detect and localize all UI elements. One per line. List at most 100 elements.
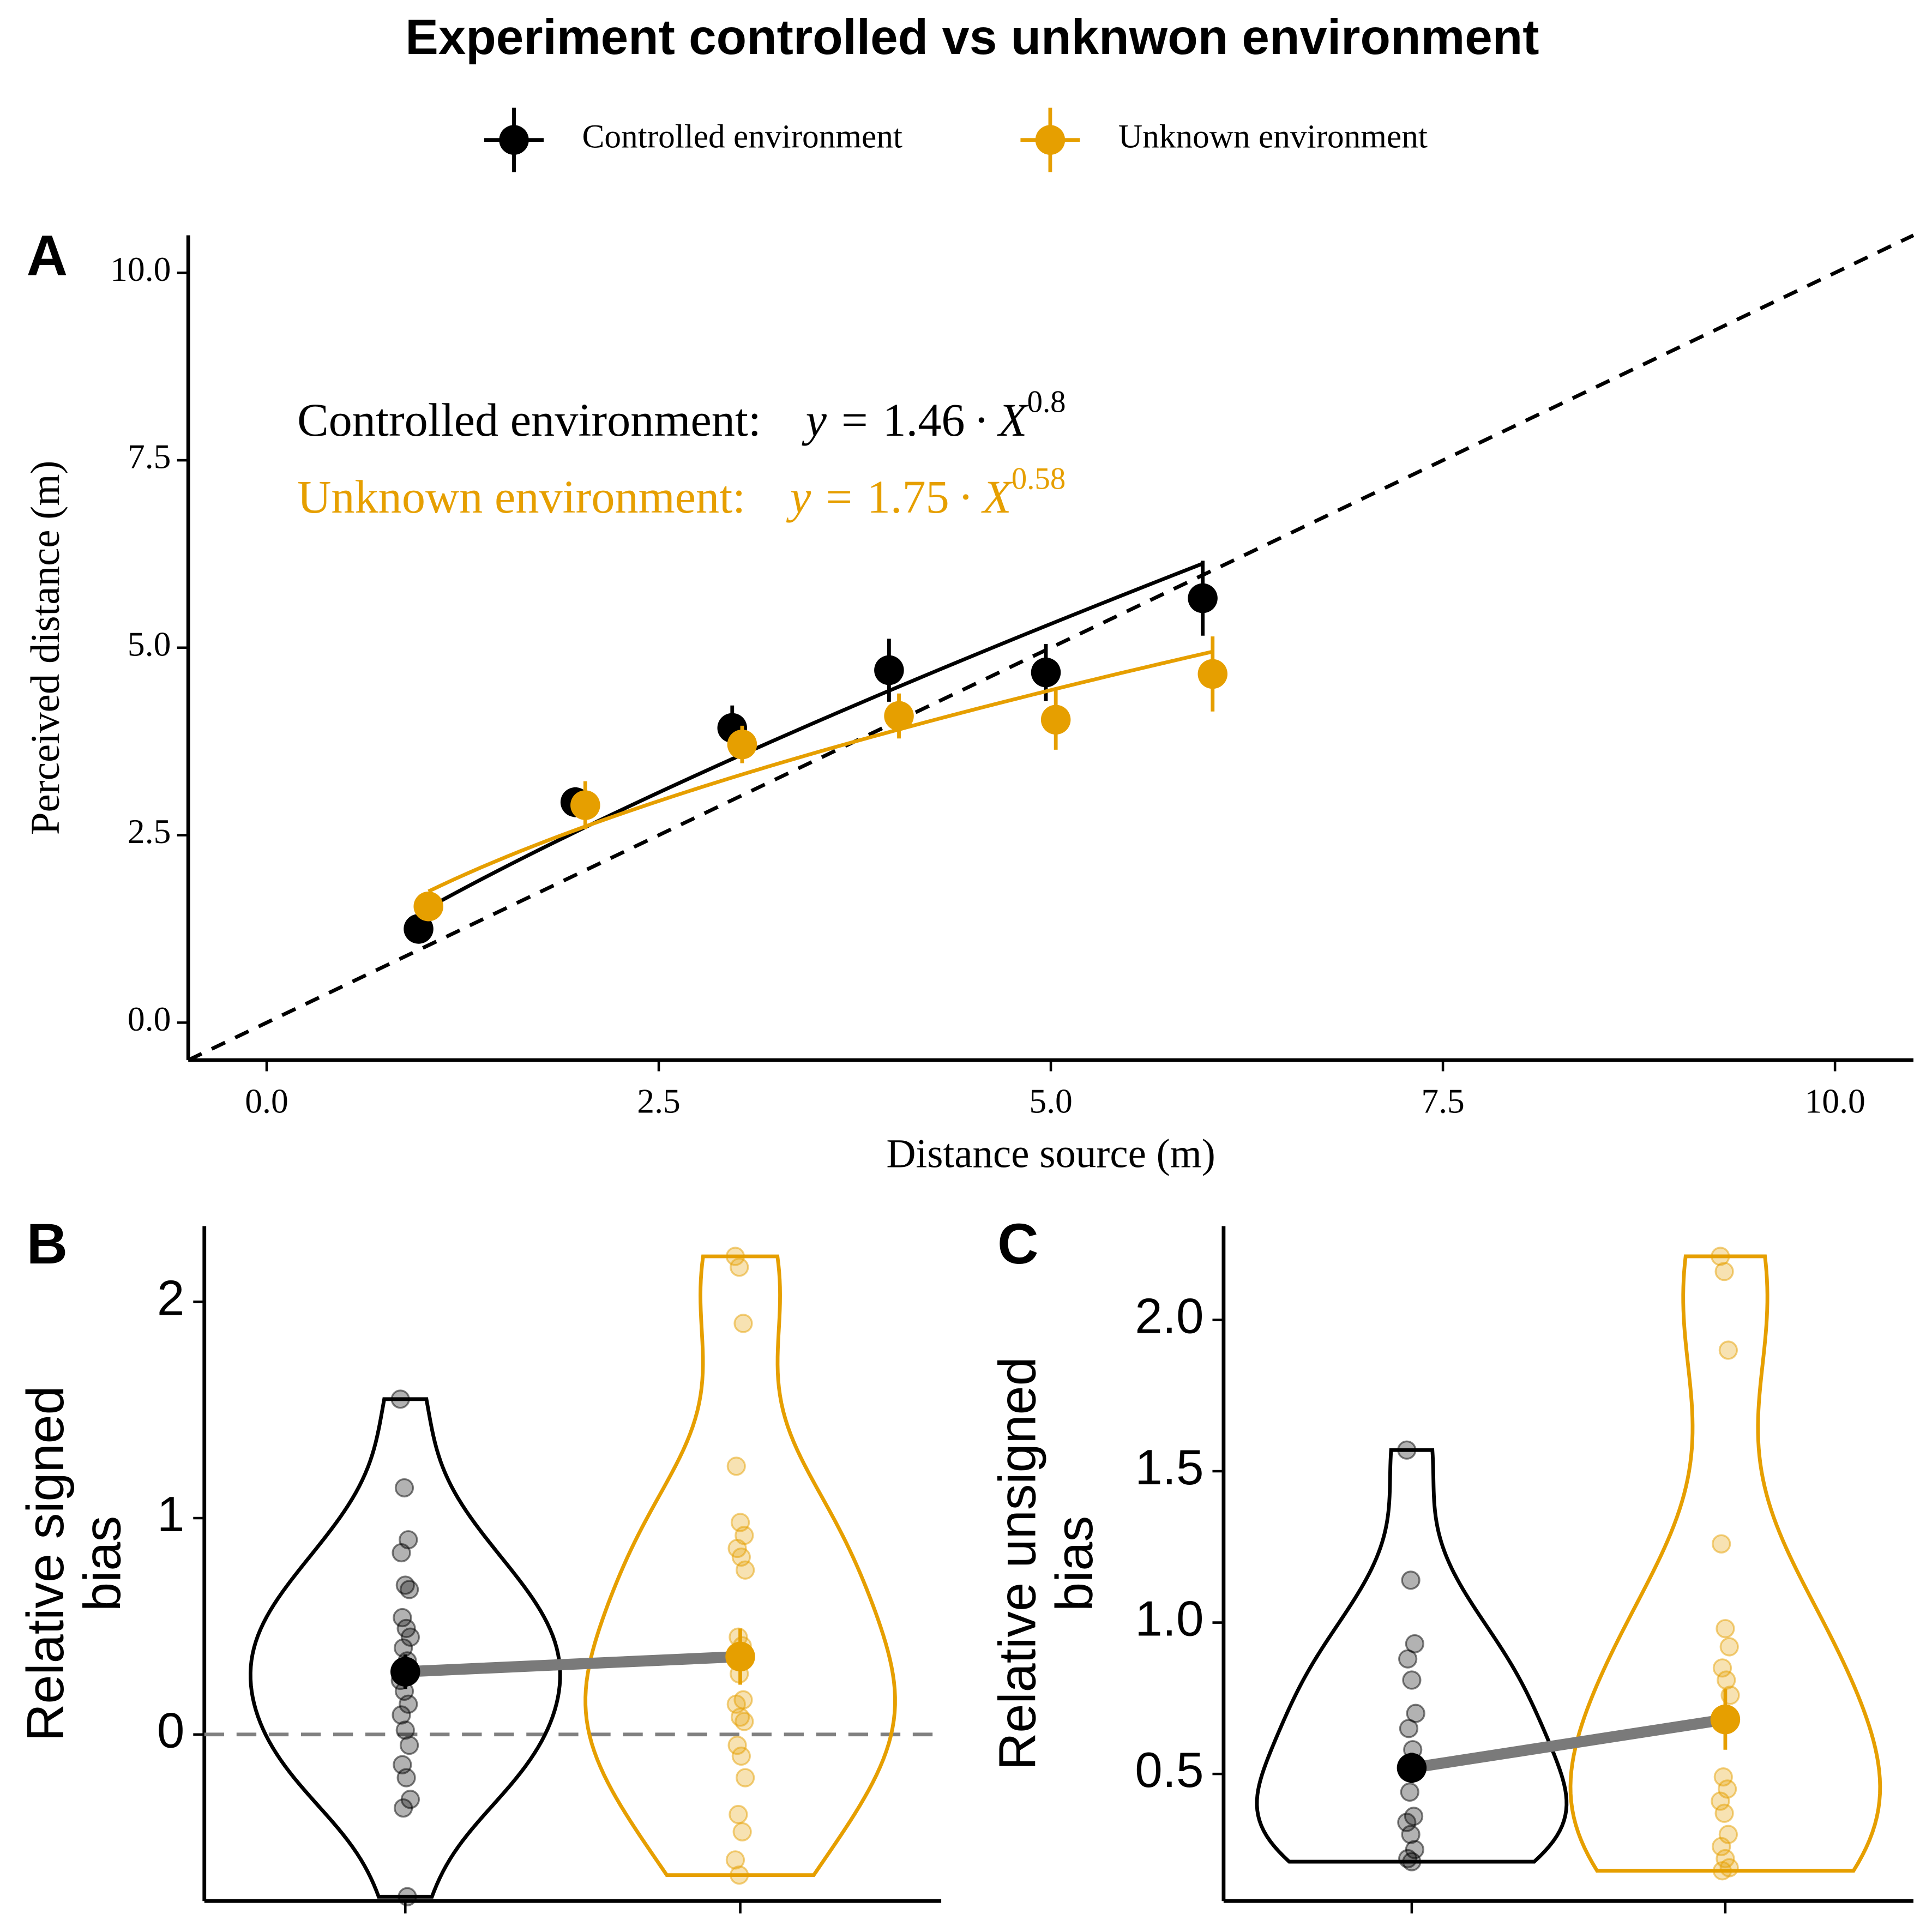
equation-lhs: y = (786, 471, 854, 523)
point (1712, 1861, 1732, 1881)
point (1717, 1670, 1736, 1690)
point (399, 1694, 418, 1714)
y-axis-title: Relative unsignedbias (989, 1357, 1104, 1770)
identity-line (187, 233, 1915, 1062)
point (726, 1456, 746, 1476)
y-tick-label: 0 (157, 1704, 185, 1759)
point (394, 1478, 414, 1498)
mean-point (390, 1657, 420, 1687)
point (725, 1247, 745, 1266)
point (1718, 1340, 1738, 1360)
equation-exp: 0.58 (1012, 462, 1066, 496)
point (396, 1768, 416, 1787)
x-tick-label: 7.5 (1421, 1081, 1464, 1120)
equation-lhs: y = (802, 394, 870, 446)
point (731, 1746, 751, 1766)
y-tick-label: 1.5 (1135, 1440, 1203, 1495)
y-tick-label: 7.5 (128, 437, 171, 476)
point (1400, 1782, 1419, 1802)
equation-label: Controlled environment: (297, 394, 761, 446)
equation-label: Unknown environment: (297, 471, 745, 523)
y-axis-title-line: bias (1046, 1516, 1104, 1611)
y-tick-label: 2.5 (128, 812, 171, 851)
y-axis-title-line: Relative unsigned (989, 1357, 1047, 1770)
equation-op: · X (975, 394, 1029, 446)
point (399, 1580, 419, 1599)
point (1401, 1570, 1421, 1590)
legend-key (499, 125, 529, 155)
violin (248, 1397, 562, 1899)
point (730, 1865, 749, 1885)
y-tick-label: 1.0 (1135, 1592, 1203, 1647)
point (1401, 1825, 1421, 1844)
x-axis-title: Distance source (m) (886, 1131, 1215, 1177)
y-tick-label: 5.0 (128, 624, 171, 663)
point (727, 729, 757, 760)
equation-coef: 1.46 (883, 394, 965, 446)
violin (1255, 1448, 1569, 1864)
y-tick-label: 0.0 (128, 1000, 171, 1038)
mean-connector (1411, 1714, 1726, 1774)
point (1188, 583, 1218, 613)
point (725, 1850, 745, 1870)
x-tick-label: 2.5 (637, 1081, 680, 1120)
point (1398, 1649, 1418, 1669)
point (874, 655, 904, 685)
equation-op: · X (959, 471, 1013, 523)
point (570, 790, 600, 820)
point (1714, 1262, 1734, 1281)
y-axis-title: Relative signedbias (17, 1386, 131, 1741)
y-axis-title-line: Relative signed (17, 1386, 75, 1741)
point (735, 1712, 754, 1731)
point (404, 914, 434, 944)
point (1399, 1719, 1419, 1738)
point (736, 1768, 755, 1787)
point (393, 1608, 412, 1628)
y-axis-title: Perceived distance (m) (23, 461, 68, 835)
equation: Controlled environment: y = 1.46 · X0.8 (297, 385, 1066, 446)
point (1040, 705, 1071, 735)
point (733, 1314, 753, 1333)
legend-label: Unknown environment (1118, 118, 1428, 155)
violin (583, 1254, 897, 1877)
chart-title: Experiment controlled vs unknwon environ… (405, 10, 1539, 65)
violin (1568, 1254, 1882, 1873)
point (1402, 1670, 1422, 1690)
x-tick-label: 0.0 (245, 1081, 288, 1120)
point (727, 1735, 747, 1755)
point (1402, 1852, 1422, 1871)
point (1712, 1534, 1731, 1554)
mean-point (1710, 1704, 1741, 1735)
point (390, 1389, 410, 1409)
point (732, 1822, 752, 1841)
equation: Unknown environment: y = 1.75 · X0.58 (297, 462, 1066, 523)
point (1197, 659, 1228, 689)
point (399, 1735, 419, 1755)
mean-point (1397, 1753, 1427, 1783)
mean-point (725, 1641, 755, 1672)
x-tick-label: 10.0 (1804, 1081, 1865, 1120)
fit-curve (428, 649, 1213, 893)
point (1711, 1247, 1730, 1266)
y-tick-label: 0.5 (1135, 1743, 1203, 1798)
panel-label: A (27, 224, 68, 288)
fit-curve (417, 562, 1203, 915)
legend-label: Controlled environment (582, 118, 902, 155)
panel-label: C (997, 1212, 1038, 1276)
point (395, 1720, 415, 1740)
equation-coef: 1.75 (867, 471, 949, 523)
point (413, 891, 443, 922)
y-tick-label: 1 (157, 1487, 185, 1542)
point (1719, 1637, 1739, 1657)
panel-label: B (27, 1212, 68, 1276)
y-tick-label: 2.0 (1135, 1289, 1203, 1344)
y-tick-label: 2 (157, 1271, 185, 1326)
point (1716, 1619, 1735, 1639)
point (736, 1560, 755, 1580)
point (392, 1543, 411, 1563)
point (400, 1627, 420, 1647)
point (394, 1798, 413, 1818)
mean-connector (405, 1651, 741, 1677)
